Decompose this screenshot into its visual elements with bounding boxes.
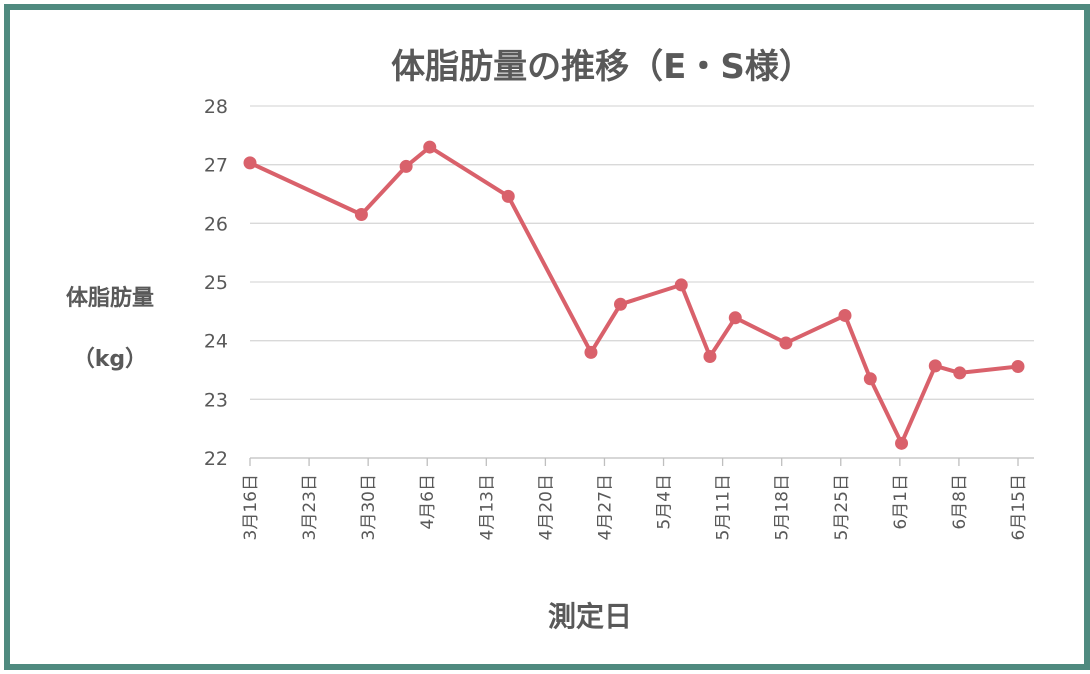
x-tick-label: 3月23日 <box>300 474 320 540</box>
data-point <box>728 311 742 325</box>
x-axis-label: 測定日 <box>548 600 632 633</box>
x-tick-label: 3月30日 <box>359 474 379 540</box>
x-tick-label: 4月27日 <box>595 474 615 540</box>
data-point <box>863 372 877 386</box>
data-point <box>895 436 909 450</box>
y-tick-label: 26 <box>204 213 228 235</box>
x-tick-label: 6月8日 <box>950 474 970 530</box>
x-tick-label: 6月1日 <box>891 474 911 530</box>
y-tick-label: 28 <box>204 96 228 118</box>
data-point <box>399 159 413 173</box>
y-axis-label: 体脂肪量 <box>66 285 154 311</box>
y-tick-label: 27 <box>204 155 228 177</box>
data-point <box>703 350 717 364</box>
x-tick-label: 4月13日 <box>477 474 497 540</box>
data-point <box>354 208 368 222</box>
data-point <box>928 359 942 373</box>
y-tick-label: 25 <box>204 272 228 294</box>
data-point <box>838 308 852 322</box>
data-point <box>243 156 257 170</box>
x-tick-label: 5月18日 <box>773 474 793 540</box>
data-point <box>423 140 437 154</box>
chart-title: 体脂肪量の推移（E・S様） <box>391 47 813 87</box>
x-tick-label: 5月25日 <box>832 474 852 540</box>
y-axis-unit-label: （kg） <box>73 347 147 372</box>
x-tick-label: 3月16日 <box>241 474 261 540</box>
data-point <box>1011 359 1025 373</box>
data-point <box>613 297 627 311</box>
data-point <box>501 189 515 203</box>
x-tick-label: 5月11日 <box>714 474 734 540</box>
data-point <box>584 345 598 359</box>
data-point <box>674 278 688 292</box>
data-point <box>779 336 793 350</box>
y-tick-label: 22 <box>204 448 228 470</box>
y-tick-label: 23 <box>204 389 228 411</box>
x-tick-label: 6月15日 <box>1009 474 1029 540</box>
x-tick-label: 4月20日 <box>536 474 556 540</box>
y-tick-label: 24 <box>204 331 228 353</box>
chart-frame <box>4 4 1090 670</box>
data-point <box>953 366 967 380</box>
x-tick-label: 5月4日 <box>655 474 675 530</box>
x-tick-label: 4月6日 <box>418 474 438 530</box>
